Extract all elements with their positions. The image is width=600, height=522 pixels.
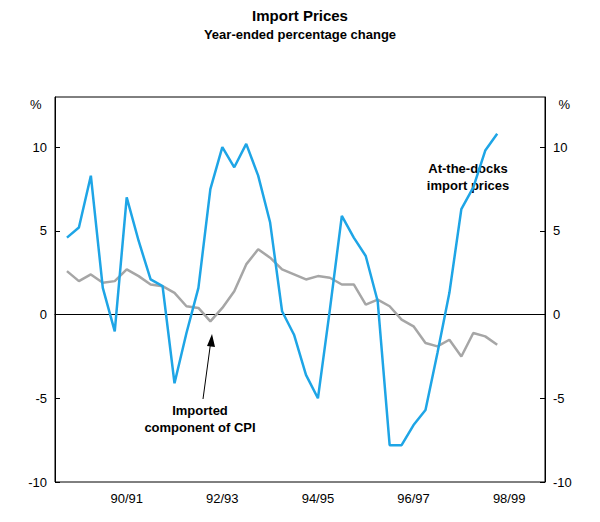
svg-text:5: 5 — [553, 223, 560, 238]
svg-text:-10: -10 — [553, 475, 572, 490]
svg-text:0: 0 — [40, 307, 47, 322]
svg-text:10: 10 — [553, 140, 567, 155]
svg-text:-5: -5 — [553, 391, 565, 406]
svg-text:-10: -10 — [28, 475, 47, 490]
svg-text:94/95: 94/95 — [302, 491, 335, 506]
svg-text:92/93: 92/93 — [206, 491, 239, 506]
svg-text:%: % — [30, 97, 42, 112]
svg-text:0: 0 — [553, 307, 560, 322]
svg-text:-5: -5 — [35, 391, 47, 406]
svg-text:import prices: import prices — [427, 178, 509, 193]
svg-text:Year-ended percentage change: Year-ended percentage change — [204, 27, 396, 42]
svg-text:90/91: 90/91 — [110, 491, 143, 506]
svg-text:96/97: 96/97 — [397, 491, 430, 506]
svg-text:Imported: Imported — [172, 403, 228, 418]
svg-text:5: 5 — [40, 223, 47, 238]
svg-text:10: 10 — [33, 140, 47, 155]
svg-text:Import Prices: Import Prices — [252, 7, 348, 24]
svg-text:%: % — [558, 97, 570, 112]
svg-text:component of CPI: component of CPI — [144, 420, 255, 435]
svg-text:98/99: 98/99 — [493, 491, 526, 506]
svg-text:At-the-docks: At-the-docks — [428, 161, 507, 176]
